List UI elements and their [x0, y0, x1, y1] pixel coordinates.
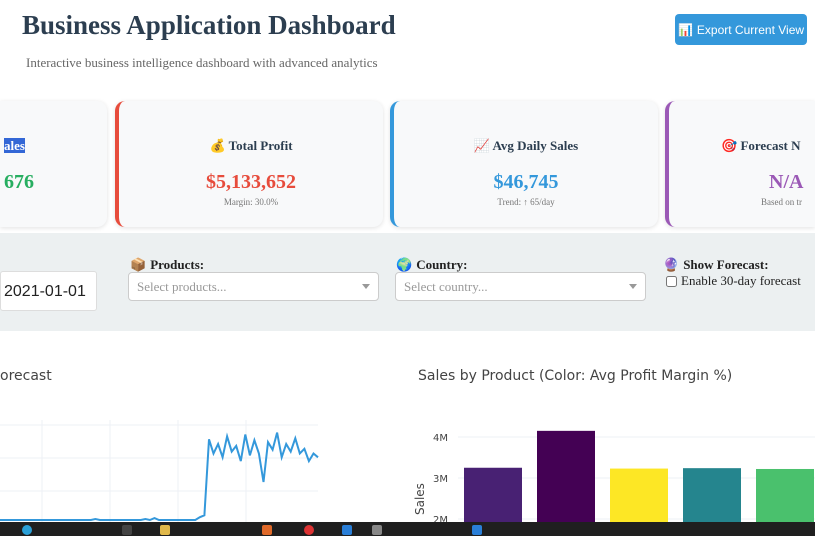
- folder-icon[interactable]: [160, 525, 170, 535]
- kpi-sub: Trend: ↑ 65/day: [497, 197, 555, 207]
- money-bag-icon: 💰: [209, 138, 226, 153]
- bar: [537, 430, 595, 522]
- crystal-ball-icon: 🔮: [663, 257, 680, 272]
- products-dropdown[interactable]: Select products...: [128, 272, 379, 301]
- y-tick-label: 2M: [433, 515, 448, 522]
- taskbar: [0, 522, 815, 536]
- forecast-checkbox-label[interactable]: Enable 30-day forecast: [666, 273, 801, 289]
- app-icon[interactable]: [304, 525, 314, 535]
- package-icon: 📦: [130, 257, 147, 272]
- app-icon[interactable]: [262, 525, 272, 535]
- bar: [464, 467, 522, 522]
- bar: [610, 468, 668, 522]
- target-icon: 🎯: [721, 138, 738, 153]
- forecast-checkbox[interactable]: [666, 275, 677, 287]
- kpi-value: N/A: [769, 171, 804, 193]
- app-icon[interactable]: [122, 525, 132, 535]
- filter-panel: 2021-01-01 📦 Products: Select products...…: [0, 233, 815, 331]
- y-tick-label: 3M: [433, 474, 448, 485]
- sales-by-product-bar-chart: 2M 3M 4M Sales: [413, 430, 815, 522]
- browser-icon[interactable]: [22, 525, 32, 535]
- bar: [756, 468, 814, 522]
- app-icon[interactable]: [342, 525, 352, 535]
- chevron-down-icon: [362, 284, 370, 289]
- kpi-card-total-sales: ales 676: [0, 101, 107, 227]
- start-date-input[interactable]: 2021-01-01: [0, 271, 97, 311]
- chevron-down-icon: [629, 284, 637, 289]
- country-dropdown[interactable]: Select country...: [395, 272, 646, 301]
- y-axis-label: Sales: [413, 483, 427, 515]
- kpi-label: ales: [4, 138, 25, 153]
- chart-increasing-icon: 📈: [473, 138, 490, 153]
- app-icon[interactable]: [472, 525, 482, 535]
- line-chart-title: orecast: [0, 368, 52, 384]
- sales-forecast-line-chart: [0, 420, 319, 522]
- app-icon[interactable]: [372, 525, 382, 535]
- kpi-value: $5,133,652: [206, 171, 296, 193]
- export-button[interactable]: 📊 Export Current View: [675, 14, 807, 45]
- globe-icon: 🌍: [396, 257, 413, 272]
- y-tick-label: 4M: [433, 433, 448, 444]
- kpi-card-forecast: 🎯 Forecast N N/A Based on tr: [665, 101, 815, 227]
- page-subtitle: Interactive business intelligence dashbo…: [26, 55, 378, 70]
- sales-line: [0, 432, 319, 522]
- kpi-sub: Margin: 30.0%: [223, 197, 279, 207]
- page-title: Business Application Dashboard: [22, 10, 396, 40]
- kpi-value: 676: [4, 171, 34, 193]
- bar-chart-title: Sales by Product (Color: Avg Profit Marg…: [418, 368, 733, 384]
- kpi-card-total-profit: 💰 Total Profit $5,133,652 Margin: 30.0%: [115, 101, 383, 227]
- kpi-sub: Based on tr: [761, 197, 802, 207]
- bar-chart-icon: 📊: [677, 22, 693, 37]
- kpi-card-avg-daily-sales: 📈 Avg Daily Sales $46,745 Trend: ↑ 65/da…: [390, 101, 658, 227]
- kpi-value: $46,745: [493, 171, 559, 193]
- bar: [683, 468, 741, 522]
